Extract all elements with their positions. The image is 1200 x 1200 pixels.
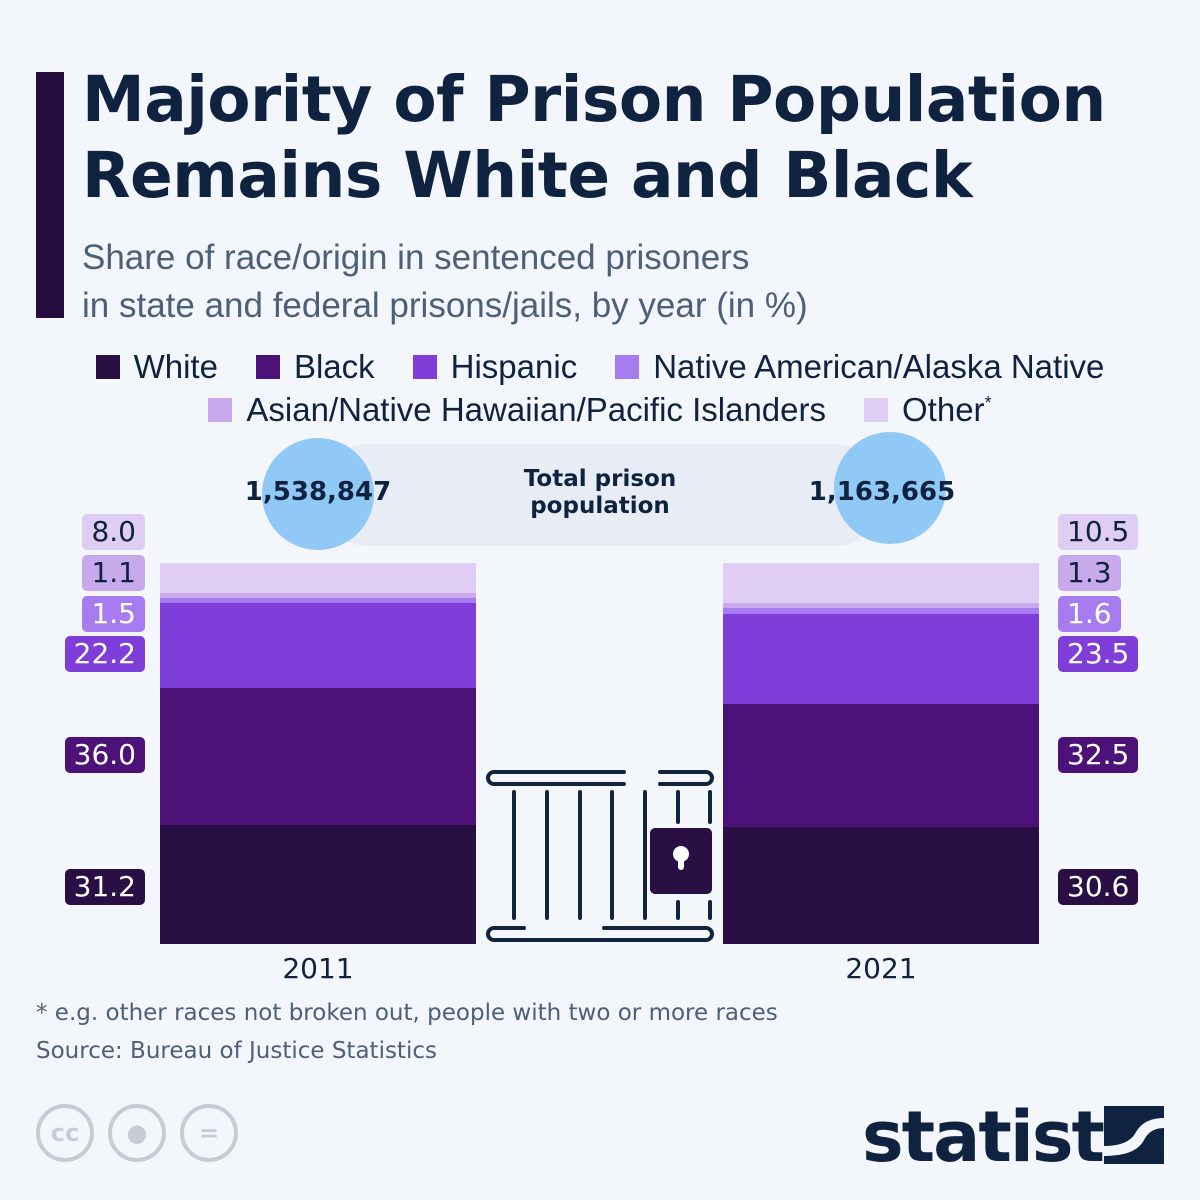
- total-label: Total prison population: [523, 466, 677, 519]
- source: Source: Bureau of Justice Statistics: [36, 1038, 437, 1064]
- legend-item: Asian/Native Hawaiian/Pacific Islanders: [208, 391, 826, 429]
- bar-segment-2021-1: [723, 703, 1039, 828]
- legend-label: White: [133, 348, 218, 385]
- no-derivatives-icon[interactable]: =: [180, 1104, 238, 1162]
- data-label-2021-5: 10.5: [1058, 514, 1139, 550]
- legend-swatch: [255, 355, 280, 379]
- legend-item: Black: [255, 348, 375, 386]
- data-label-2011-0: 31.2: [64, 869, 145, 905]
- bar-segment-2011-3: [160, 597, 476, 604]
- legend-row-1: White Black Hispanic Native American/Alaska…: [0, 348, 1200, 386]
- chart-title: Majority of Prison Population Remains Whi…: [82, 63, 1106, 212]
- bar-segment-2011-5: [160, 563, 476, 594]
- bar-segment-2021-0: [723, 827, 1039, 944]
- chart-subtitle: Share of race/origin in sentenced prison…: [82, 238, 808, 325]
- legend-swatch: [412, 355, 437, 379]
- legend-swatch: [208, 398, 233, 422]
- bar-segment-2011-4: [160, 593, 476, 598]
- statista-logo[interactable]: statista: [862, 1096, 1150, 1178]
- bar-segment-2011-0: [160, 825, 476, 944]
- legend-label: Black: [293, 348, 375, 385]
- legend-item: Other*: [864, 391, 992, 429]
- data-label-2011-2: 22.2: [64, 636, 145, 672]
- total-band: [318, 444, 884, 546]
- legend-row-2: Asian/Native Hawaiian/Pacific Islanders O…: [0, 391, 1200, 429]
- bar-segment-2021-2: [723, 614, 1039, 704]
- prison-bars-icon: [486, 770, 714, 942]
- bar-segment-2011-1: [160, 687, 476, 826]
- legend-swatch: [615, 355, 640, 379]
- data-label-2011-1: 36.0: [64, 737, 145, 773]
- data-label-2021-1: 32.5: [1058, 737, 1139, 773]
- bar-segment-2011-2: [160, 603, 476, 688]
- total-circle-2011: [262, 438, 374, 550]
- cc-license-icon[interactable]: cc: [36, 1104, 94, 1162]
- legend-swatch: [95, 355, 120, 379]
- legend-item: White: [95, 348, 218, 386]
- data-label-2011-4: 1.1: [82, 555, 145, 591]
- total-2021: 1,163,665: [808, 477, 956, 507]
- data-label-2021-3: 1.6: [1058, 596, 1121, 632]
- data-label-2021-0: 30.6: [1058, 869, 1139, 905]
- legend-item: Native American/Alaska Native: [615, 348, 1104, 386]
- total-2011: 1,538,847: [244, 477, 392, 507]
- bar-segment-2021-5: [723, 563, 1039, 603]
- data-label-2011-3: 1.5: [82, 596, 145, 632]
- data-label-2011-5: 8.0: [82, 514, 145, 550]
- data-label-2021-2: 23.5: [1058, 636, 1139, 672]
- x-tick-2021: 2021: [845, 952, 917, 985]
- legend-swatch: [864, 398, 889, 422]
- data-label-2021-4: 1.3: [1058, 555, 1121, 591]
- legend-label: Other*: [902, 391, 992, 428]
- statista-logo-mark: [1104, 1106, 1164, 1164]
- x-tick-2011: 2011: [282, 952, 354, 985]
- title-accent-bar: [36, 72, 64, 318]
- bar-segment-2021-4: [723, 603, 1039, 608]
- total-circle-2021: [834, 432, 946, 544]
- legend-label: Asian/Native Hawaiian/Pacific Islanders: [246, 391, 827, 428]
- legend-item: Hispanic: [412, 348, 578, 386]
- attribution-icon[interactable]: ●: [108, 1104, 166, 1162]
- footnote: * e.g. other races not broken out, peopl…: [36, 1000, 778, 1026]
- legend-label: Native American/Alaska Native: [653, 348, 1105, 385]
- legend-label: Hispanic: [450, 348, 578, 385]
- bar-segment-2021-3: [723, 607, 1039, 615]
